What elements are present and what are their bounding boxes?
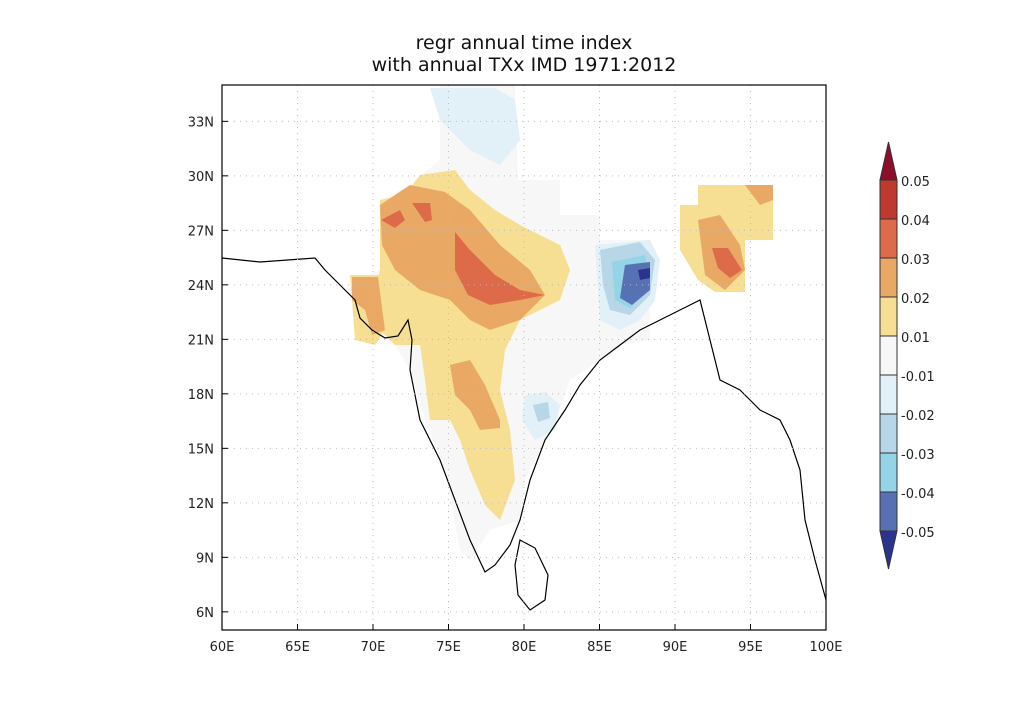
contour-pos-003-nw [381,210,405,228]
colorbar-box [879,218,898,259]
colorbar-box [879,452,898,493]
colorbar-label: 0.05 [901,175,930,190]
colorbar-label: 0.04 [901,214,930,229]
colorbar-arrow-top [879,141,898,181]
contour-pos-003 [455,232,545,305]
colorbar-box [879,257,898,298]
shading-layer [222,85,826,611]
y-tick-label: 9N [196,551,214,566]
contour-neg-005 [638,268,650,280]
contour-pos-002-gujarat [352,277,385,335]
y-tick-label: 12N [188,497,214,512]
x-tick-label: 75E [436,640,461,655]
y-tick-label: 24N [188,279,214,294]
y-tick-label: 30N [188,170,214,185]
colorbar: 0.05 0.04 0.03 0.02 0.01 -0.01 -0.02 -0.03 -0.04… [879,141,935,570]
contour-pos-003-nw2 [412,203,432,222]
colorbar-label: 0.03 [901,253,930,268]
y-axis: 6N 9N 12N 15N 18N 21N 24N 27N 30N 33N [188,115,228,621]
title-line-1: regr annual time index [415,32,633,54]
x-tick-label: 85E [587,640,612,655]
y-tick-label: 18N [188,388,214,403]
x-axis: 60E 65E 70E 75E 80E 85E 90E 95E 100E [210,624,843,655]
contour-ne-002b [745,185,773,205]
title-line-2: with annual TXx IMD 1971:2012 [371,54,677,76]
colorbar-label: -0.03 [901,448,935,463]
coastline [222,257,826,601]
x-tick-label: 80E [512,640,537,655]
y-tick-label: 6N [196,606,214,621]
colorbar-label: 0.02 [901,292,930,307]
colorbar-box [879,374,898,415]
colorbar-arrow-bottom [879,530,898,570]
x-tick-label: 90E [663,640,688,655]
colorbar-label: -0.04 [901,487,935,502]
colorbar-box [879,413,898,454]
colorbar-label: 0.01 [901,331,930,346]
y-tick-label: 15N [188,442,214,457]
x-tick-label: 65E [285,640,310,655]
x-tick-label: 70E [361,640,386,655]
y-tick-label: 27N [188,224,214,239]
x-tick-label: 95E [738,640,763,655]
colorbar-box [879,491,898,532]
colorbar-box [879,179,898,220]
colorbar-label: -0.05 [901,526,935,541]
x-tick-label: 60E [210,640,235,655]
contour-pos-002-south [450,360,500,430]
y-tick-label: 33N [188,115,214,130]
sri-lanka-coast [514,539,549,611]
contour-neg-001 [430,88,520,165]
contour-neg-south-2 [533,402,550,422]
colorbar-box [879,335,898,376]
colorbar-label: -0.02 [901,409,935,424]
y-tick-label: 21N [188,333,214,348]
colorbar-label: -0.01 [901,370,935,385]
x-tick-label: 100E [809,640,842,655]
colorbar-box [879,296,898,337]
contour-ne-003 [712,248,742,278]
